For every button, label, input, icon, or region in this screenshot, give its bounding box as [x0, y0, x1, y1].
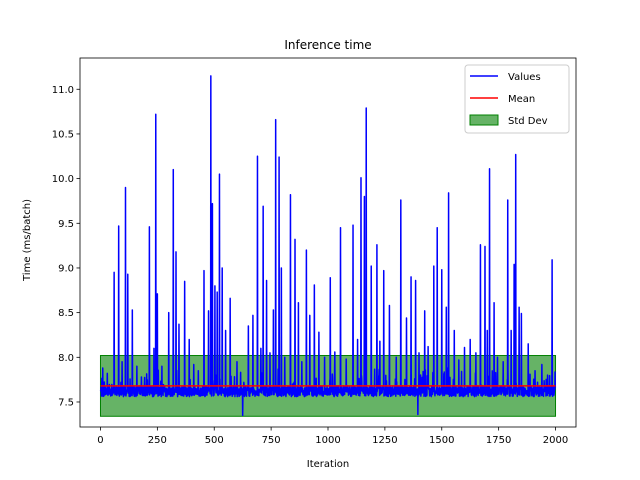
- x-tick-label: 0: [97, 435, 103, 446]
- legend: Values Mean Std Dev: [464, 64, 570, 134]
- chart-title: Inference time: [284, 38, 371, 52]
- legend-swatch-std-dev: [469, 114, 499, 126]
- x-tick-label: 1250: [372, 435, 397, 446]
- plot-area: [99, 75, 557, 417]
- x-tick-label: 2000: [543, 435, 568, 446]
- legend-label: Std Dev: [508, 116, 548, 127]
- x-axis-label: Iteration: [307, 459, 349, 470]
- y-tick-label: 10.5: [52, 129, 74, 140]
- y-tick-label: 9.0: [58, 263, 74, 274]
- y-tick-label: 8.5: [58, 308, 74, 319]
- y-tick-label: 9.5: [58, 219, 74, 230]
- y-tick-label: 11.0: [52, 85, 74, 96]
- y-tick-label: 7.5: [58, 397, 74, 408]
- x-tick-label: 1750: [486, 435, 511, 446]
- y-tick-label: 10.0: [52, 174, 74, 185]
- legend-label: Mean: [508, 94, 535, 105]
- x-tick-label: 1500: [429, 435, 454, 446]
- legend-label: Values: [508, 72, 541, 83]
- x-tick-label: 250: [148, 435, 167, 446]
- values-line: [99, 75, 557, 417]
- x-tick-label: 500: [205, 435, 224, 446]
- x-tick-label: 750: [262, 435, 281, 446]
- y-tick-label: 8.0: [58, 353, 74, 364]
- x-tick-label: 1000: [315, 435, 340, 446]
- axes: 0 250 500 750 1000 1250 1500 1750 2000 7.5 8.0 8.5 9…: [52, 57, 577, 446]
- y-axis-label: Time (ms/batch): [22, 199, 33, 282]
